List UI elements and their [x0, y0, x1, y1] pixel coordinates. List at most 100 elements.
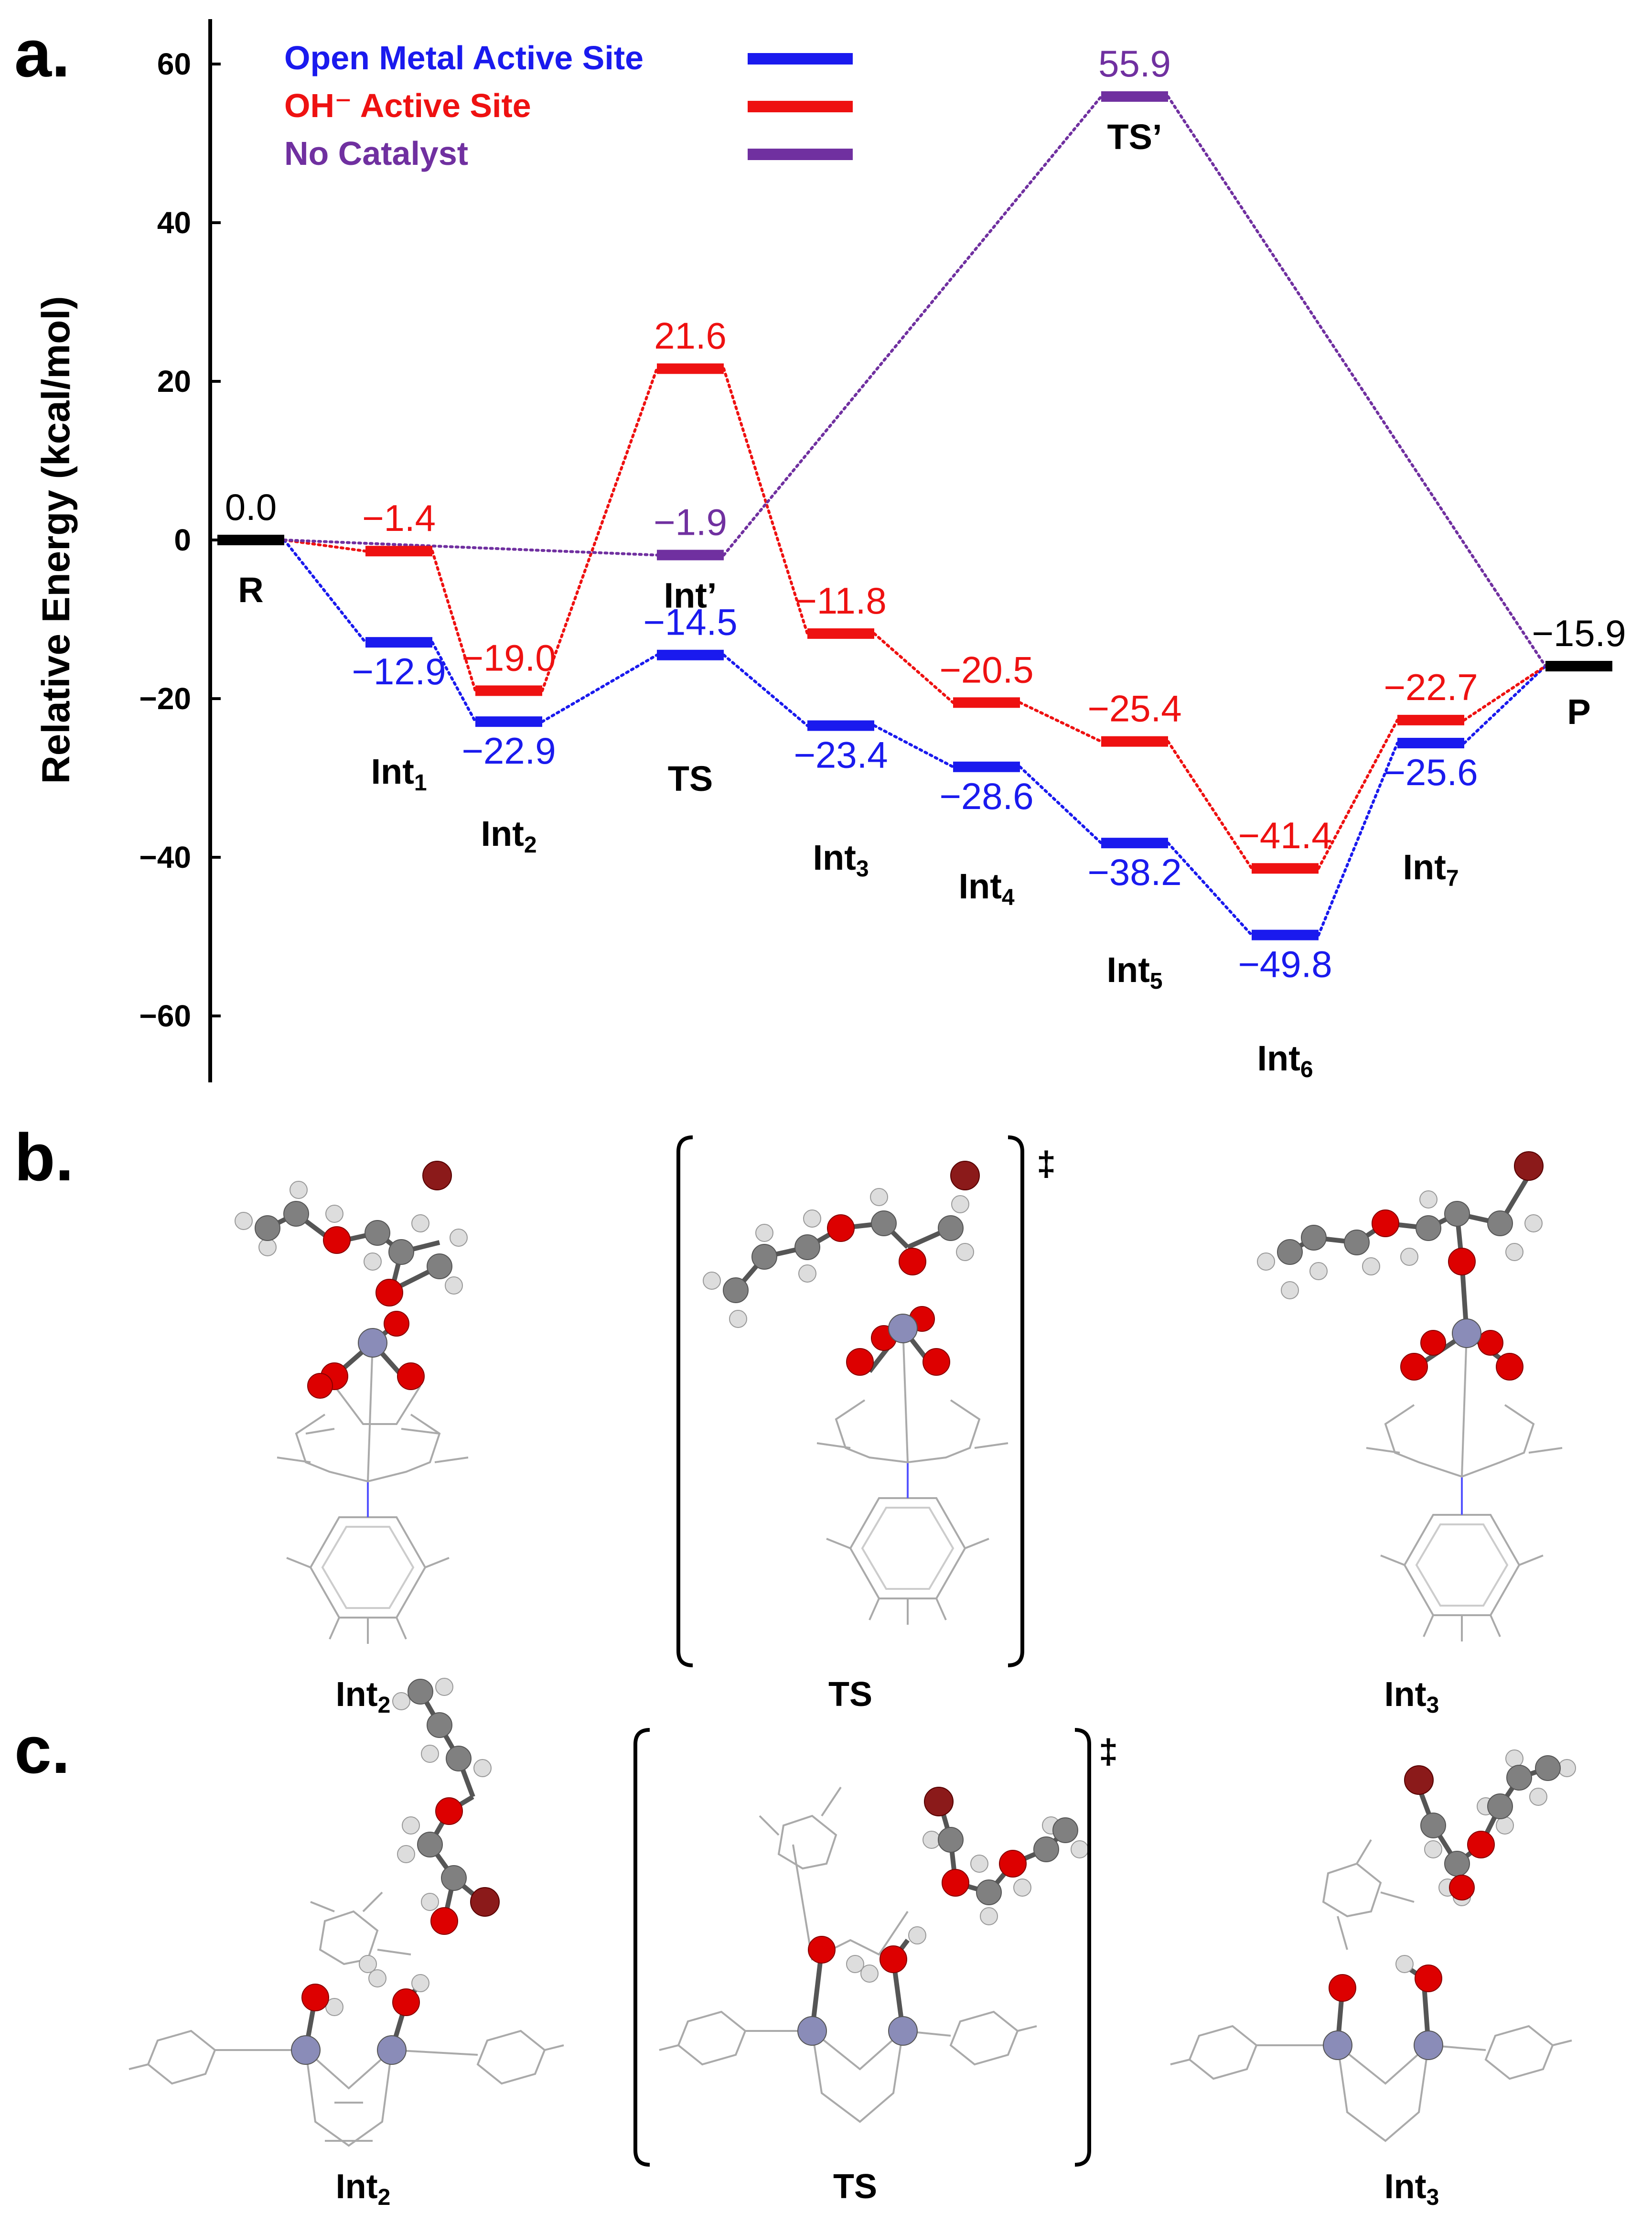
y-tick-label: −40 [139, 840, 191, 874]
panel-label-c: c. [14, 1712, 70, 1787]
y-ticks: 60 40 20 0 −20 −40 −60 [139, 47, 221, 1033]
value-label-oh-active-site-int6: −41.4 [1238, 814, 1332, 856]
panel-c-captions: Int2 TS Int3 [336, 2168, 1439, 2210]
value-label-no-catalyst-int: −1.9 [654, 501, 727, 543]
transition-state-dagger: ‡ [1037, 1145, 1056, 1183]
species-subscript: 4 [1002, 885, 1015, 910]
caption-subscript: 2 [378, 1693, 391, 1718]
connector-open-metal-active-site [1019, 765, 1103, 845]
legend: Open Metal Active Site OH⁻ Active Site No … [284, 39, 853, 172]
species-subscript: 1 [414, 770, 427, 796]
value-label-oh-active-site-ts: 21.6 [654, 314, 727, 356]
connector-oh-active-site [873, 632, 955, 704]
value-label-oh-active-site-int2: −19.0 [461, 637, 556, 679]
y-tick-label: 60 [157, 47, 191, 81]
structure-b-int2 [235, 1161, 469, 1644]
value-label-no-catalyst-ts: 55.9 [1098, 43, 1171, 85]
species-label-int1: Int1 [371, 752, 427, 796]
connector-oh-active-site [1463, 664, 1547, 722]
connector-oh-active-site [1317, 718, 1399, 870]
y-tick-label: −60 [139, 999, 191, 1033]
connector-oh-active-site [1019, 701, 1103, 743]
legend-label-no-catalyst: No Catalyst [284, 135, 468, 172]
species-subscript: 6 [1300, 1057, 1313, 1082]
connector-oh-active-site [722, 367, 809, 635]
value-label-open-metal-active-site-int2: −22.9 [461, 730, 556, 772]
species-label-r: R [238, 570, 263, 610]
value-label-oh-active-site-int5: −25.4 [1087, 688, 1181, 730]
species-label-int7: Int7 [1403, 847, 1459, 891]
y-tick-label: 20 [157, 364, 191, 399]
species-label-int3: Int3 [813, 838, 869, 882]
value-label-open-metal-active-site-ts: −14.5 [643, 601, 737, 643]
energy-levels [217, 91, 1612, 940]
value-label-oh-active-site-int3: −11.8 [795, 580, 887, 622]
connector-open-metal-active-site [722, 653, 809, 727]
connector-open-metal-active-site [283, 539, 367, 644]
connector-no-catalyst [1167, 95, 1547, 668]
connectors [283, 95, 1547, 937]
y-axis-label: Relative Energy (kcal/mol) [34, 296, 78, 784]
value-label-open-metal-active-site-int3: −23.4 [794, 734, 888, 776]
connector-no-catalyst [722, 95, 1103, 557]
value-label-open-metal-active-site-int5: −38.2 [1087, 851, 1181, 893]
value-label-open-metal-active-site-int1: −12.9 [352, 650, 446, 692]
caption-subscript: 2 [378, 2185, 391, 2210]
energy-profile-chart: 60 40 20 0 −20 −40 −60 Relative Energy (kcal/m… [34, 19, 1626, 1082]
value-label-open-metal-active-site-int4: −28.6 [939, 775, 1033, 817]
species-label-ts: TS [668, 759, 713, 799]
y-tick-label: −20 [139, 681, 191, 716]
caption-ts: TS [833, 2168, 877, 2206]
left-bracket-c [633, 1728, 650, 2167]
y-tick-label: 0 [174, 523, 191, 557]
left-bracket [676, 1135, 693, 1667]
right-bracket [1008, 1135, 1024, 1667]
caption-int3: Int3 [1384, 2168, 1439, 2210]
value-label-oh-active-site-int4: −20.5 [939, 648, 1033, 691]
caption-int3: Int3 [1384, 1675, 1439, 1718]
species-labels: Int’ TS’ R Int1 Int2 TS Int3 Int4 Int5 Int6 Int7 P [238, 117, 1590, 1082]
species-subscript: 7 [1446, 866, 1459, 891]
connector-oh-active-site [1167, 740, 1253, 870]
caption-int2: Int2 [336, 2168, 391, 2210]
species-label-int5: Int5 [1106, 950, 1162, 994]
species-label-p: P [1567, 692, 1590, 732]
species-subscript: 3 [856, 856, 869, 882]
structure-b-int3 [1257, 1151, 1563, 1641]
connector-open-metal-active-site [1317, 741, 1399, 937]
structure-b-ts: ‡ [676, 1135, 1056, 1667]
species-label-int: Int’ [664, 576, 717, 615]
species-label-int2: Int2 [481, 814, 536, 858]
value-labels: −12.9 −22.9 −14.5 −23.4 −28.6 −38.2 −49.8 −25.6… [225, 43, 1626, 985]
caption-subscript: 3 [1427, 2185, 1439, 2210]
value-label-p: −15.9 [1532, 612, 1626, 654]
species-label-int6: Int6 [1257, 1038, 1313, 1082]
panel-label-a: a. [14, 16, 70, 91]
connector-open-metal-active-site [873, 724, 955, 768]
caption-ts: TS [828, 1675, 872, 1714]
species-label-ts: TS’ [1107, 117, 1162, 157]
caption-subscript: 3 [1427, 1693, 1439, 1718]
structure-c-ts: ‡ [633, 1728, 1118, 2167]
panel-label-b: b. [14, 1120, 74, 1195]
connector-no-catalyst [283, 539, 658, 557]
caption-int2: Int2 [336, 1675, 391, 1718]
y-tick-label: 40 [157, 205, 191, 240]
species-subscript: 5 [1150, 969, 1163, 994]
legend-label-open-metal-active-site: Open Metal Active Site [284, 39, 644, 76]
connector-oh-active-site [541, 367, 658, 692]
structure-c-int2 [129, 1678, 564, 2147]
value-label-open-metal-active-site-int7: −25.6 [1384, 751, 1478, 793]
value-label-open-metal-active-site-int6: −49.8 [1238, 943, 1332, 985]
structure-c-int3 [1170, 1749, 1576, 2142]
connector-open-metal-active-site [1167, 842, 1253, 937]
transition-state-dagger-c: ‡ [1099, 1733, 1118, 1771]
connector-open-metal-active-site [541, 653, 658, 723]
connector-open-metal-active-site [431, 641, 477, 723]
right-bracket-c [1074, 1728, 1091, 2167]
connector-oh-active-site [431, 550, 477, 692]
legend-label-oh-active-site: OH⁻ Active Site [284, 87, 531, 124]
panel-b-captions: Int2 TS Int3 [336, 1675, 1439, 1718]
species-label-int4: Int4 [958, 866, 1014, 910]
